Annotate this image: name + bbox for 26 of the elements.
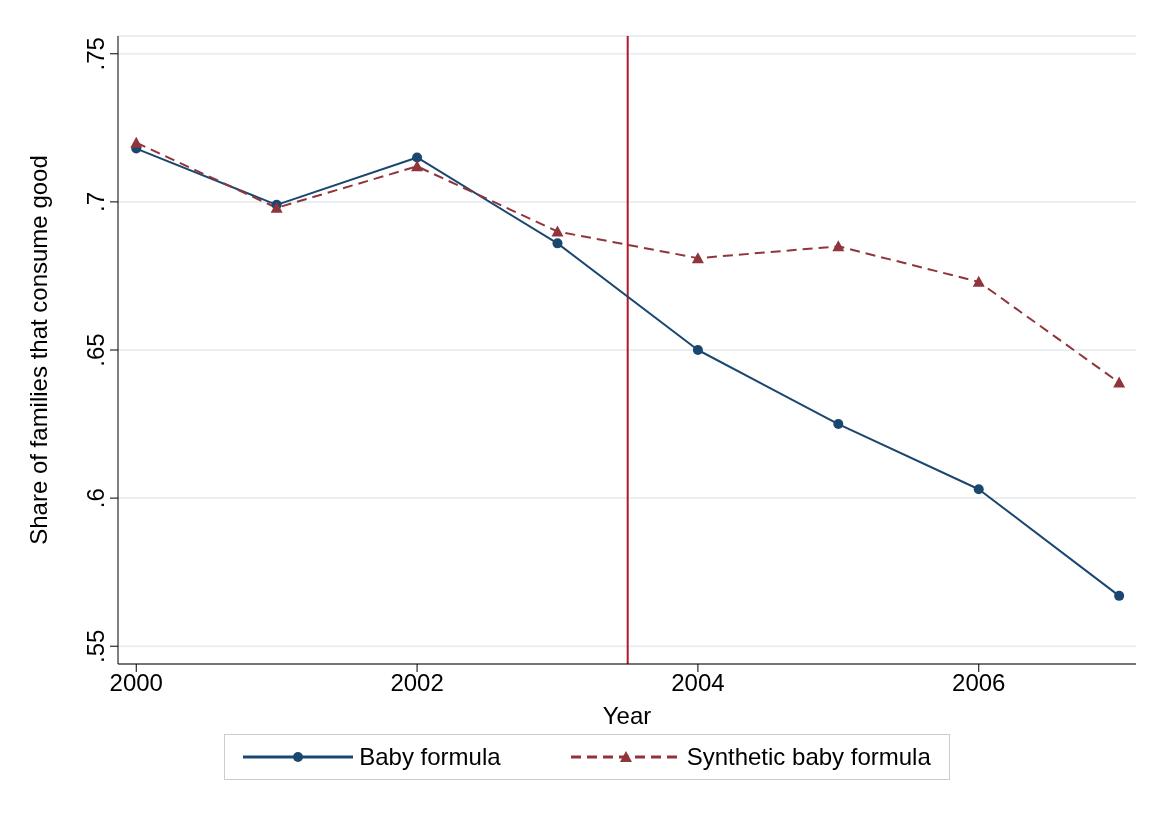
x-tick-label: 2000 bbox=[109, 669, 163, 697]
x-axis-title: Year bbox=[602, 702, 652, 729]
point bbox=[972, 275, 985, 287]
y-tick-label: .65 bbox=[82, 333, 109, 367]
point bbox=[692, 345, 703, 355]
y-axis-title: Share of families that consume good bbox=[24, 155, 52, 545]
y-tick-label: .7 bbox=[82, 191, 109, 212]
x-tick-label: 2002 bbox=[390, 669, 444, 697]
legend-label: Synthetic baby formula bbox=[686, 743, 931, 771]
point bbox=[973, 484, 984, 495]
legend-label: Baby formula bbox=[359, 743, 501, 771]
point bbox=[130, 136, 143, 148]
point bbox=[412, 152, 423, 163]
point bbox=[551, 225, 564, 237]
y-tick-label: .55 bbox=[82, 629, 109, 663]
x-tick-label: 2006 bbox=[952, 669, 1006, 697]
point bbox=[832, 240, 845, 252]
point bbox=[833, 419, 844, 430]
point bbox=[411, 160, 424, 172]
point bbox=[691, 252, 704, 264]
x-tick-label: 2004 bbox=[671, 669, 725, 697]
y-tick-label: .75 bbox=[82, 37, 109, 71]
point bbox=[1114, 590, 1125, 601]
point bbox=[552, 238, 563, 249]
point bbox=[1113, 376, 1126, 388]
y-tick-label: .6 bbox=[82, 488, 109, 509]
